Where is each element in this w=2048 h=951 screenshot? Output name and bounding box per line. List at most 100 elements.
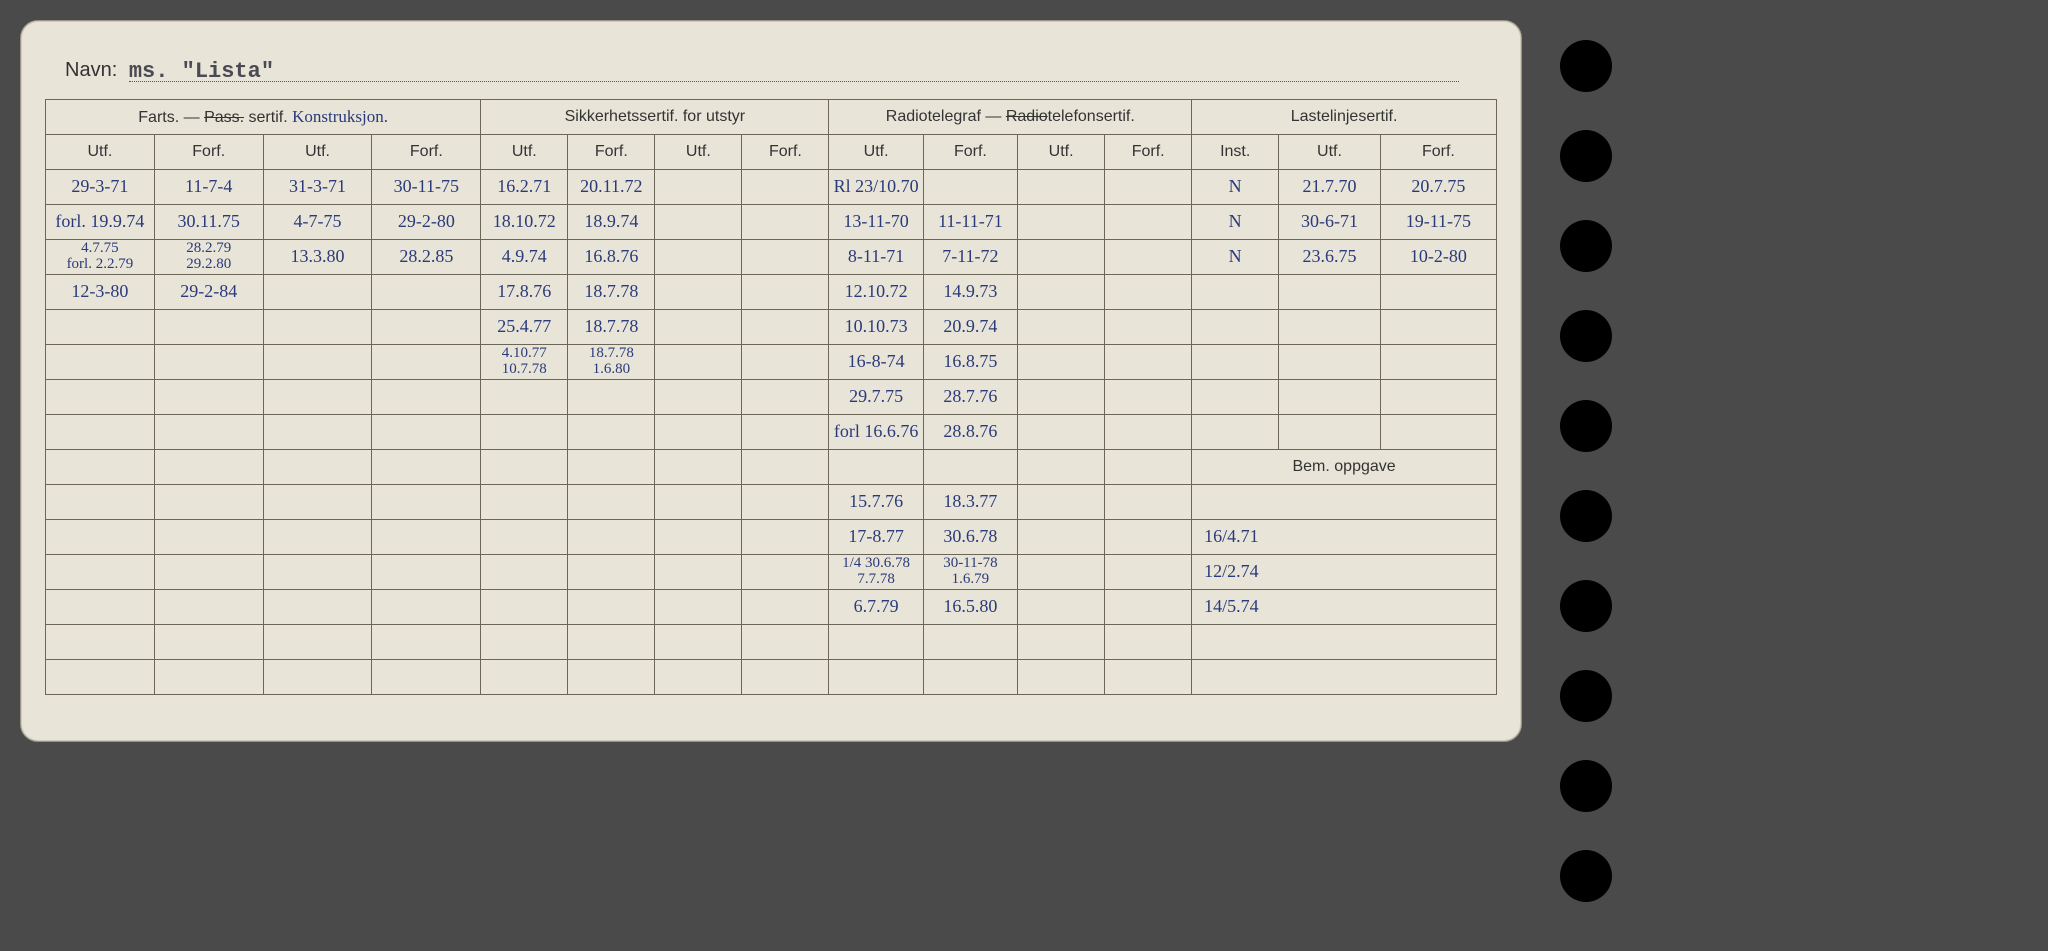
cell: [1380, 275, 1496, 310]
cell: [154, 590, 263, 625]
cell: 28.7.76: [923, 380, 1017, 415]
column-header: Forf.: [1105, 135, 1192, 170]
cell: N: [1192, 205, 1279, 240]
cell: 6.7.79: [829, 590, 923, 625]
table-row: 15.7.7618.3.77: [46, 485, 1497, 520]
header-group-row: Farts. — Pass. sertif. Konstruksjon. Sik…: [46, 100, 1497, 135]
cell: [923, 625, 1017, 660]
cell: [655, 485, 742, 520]
cell: [742, 240, 829, 275]
cell: [655, 415, 742, 450]
cell: 18.3.77: [923, 485, 1017, 520]
cell: [1018, 415, 1105, 450]
cell: 15.7.76: [829, 485, 923, 520]
cell: [655, 660, 742, 695]
cell: 14.9.73: [923, 275, 1017, 310]
cell: [655, 170, 742, 205]
cell: 17-8.77: [829, 520, 923, 555]
cell: [481, 415, 568, 450]
cell: [655, 555, 742, 590]
cell: 16.8.76: [568, 240, 655, 275]
cell: 11-11-71: [923, 205, 1017, 240]
cell: [1279, 310, 1381, 345]
cell: [1105, 660, 1192, 695]
binder-hole: [1560, 490, 1612, 542]
cell: [1018, 310, 1105, 345]
column-header: Utf.: [655, 135, 742, 170]
certificate-table: Farts. — Pass. sertif. Konstruksjon. Sik…: [45, 99, 1497, 695]
bem-cell: [1192, 485, 1497, 520]
cell: [372, 450, 481, 485]
cell: 4.10.77 10.7.78: [481, 345, 568, 380]
cell: [46, 590, 155, 625]
cell: [655, 345, 742, 380]
cell: 13-11-70: [829, 205, 923, 240]
cell: [655, 625, 742, 660]
cell: [923, 450, 1017, 485]
cell: [481, 450, 568, 485]
binder-hole: [1560, 310, 1612, 362]
cell: 29-2-80: [372, 205, 481, 240]
cell: [1018, 345, 1105, 380]
bem-header: Bem. oppgave: [1192, 450, 1497, 485]
binder-hole: [1560, 670, 1612, 722]
bem-cell: 12/2.74: [1192, 555, 1497, 590]
cell: [742, 275, 829, 310]
cell: 30.6.78: [923, 520, 1017, 555]
group-sikkerhet: Sikkerhetssertif. for utstyr: [481, 100, 829, 135]
binder-hole: [1560, 400, 1612, 452]
cell: [263, 415, 372, 450]
table-row: 6.7.7916.5.8014/5.74: [46, 590, 1497, 625]
cell: [1018, 660, 1105, 695]
cell: [263, 660, 372, 695]
binder-hole: [1560, 760, 1612, 812]
cell: [655, 240, 742, 275]
cell: 1/4 30.6.78 7.7.78: [829, 555, 923, 590]
cell: 28.8.76: [923, 415, 1017, 450]
cell: [1105, 450, 1192, 485]
cell: [1018, 555, 1105, 590]
cell: [923, 170, 1017, 205]
cell: forl. 19.9.74: [46, 205, 155, 240]
cell: [1105, 310, 1192, 345]
cell: [742, 625, 829, 660]
cell: [1018, 625, 1105, 660]
cell: [372, 485, 481, 520]
cell: [372, 310, 481, 345]
cell: 30.11.75: [154, 205, 263, 240]
bem-cell: 14/5.74: [1192, 590, 1497, 625]
cell: [154, 380, 263, 415]
cell: 29-3-71: [46, 170, 155, 205]
cell: [481, 660, 568, 695]
bem-header-row: Bem. oppgave: [46, 450, 1497, 485]
table-row: 29-3-7111-7-431-3-7130-11-7516.2.7120.11…: [46, 170, 1497, 205]
cell: [829, 625, 923, 660]
cell: 18.7.78 1.6.80: [568, 345, 655, 380]
navn-row: Navn: ms. "Lista": [65, 59, 1491, 82]
cell: [263, 310, 372, 345]
column-header: Utf.: [829, 135, 923, 170]
cell: 4.7.75 forl. 2.2.79: [46, 240, 155, 275]
cell: [1105, 240, 1192, 275]
cell: [1105, 520, 1192, 555]
cell: [742, 485, 829, 520]
cell: [1380, 415, 1496, 450]
cell: [154, 625, 263, 660]
cell: [481, 485, 568, 520]
cell: [1380, 310, 1496, 345]
cell: 21.7.70: [1279, 170, 1381, 205]
binder-holes: [1560, 40, 1612, 902]
cell: [154, 660, 263, 695]
cell: [655, 310, 742, 345]
cell: 16-8-74: [829, 345, 923, 380]
cell: [263, 555, 372, 590]
table-row: 17-8.7730.6.7816/4.71: [46, 520, 1497, 555]
table-row: forl 16.6.7628.8.76: [46, 415, 1497, 450]
cell: [568, 660, 655, 695]
cell: 31-3-71: [263, 170, 372, 205]
column-header: Utf.: [481, 135, 568, 170]
cell: [1105, 380, 1192, 415]
cell: [742, 520, 829, 555]
cell: 18.10.72: [481, 205, 568, 240]
header-sub-row: Utf.Forf.Utf.Forf.Utf.Forf.Utf.Forf.Utf.…: [46, 135, 1497, 170]
